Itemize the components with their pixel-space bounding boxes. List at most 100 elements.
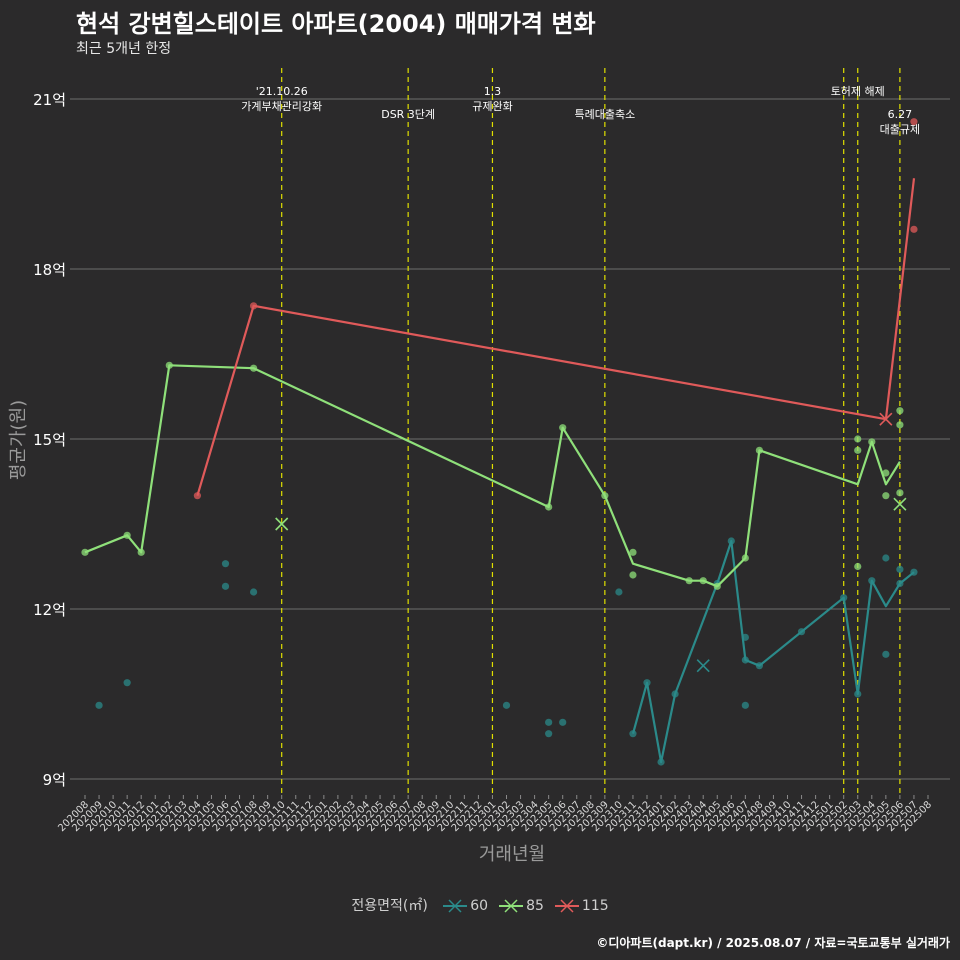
data-point-60 xyxy=(643,679,651,687)
series-layer xyxy=(81,118,918,766)
data-point-60 xyxy=(657,758,665,766)
y-tick-label: 15억 xyxy=(33,431,66,449)
event-label-line: 6.27 xyxy=(888,108,913,121)
data-point-60 xyxy=(221,560,230,568)
cross-marker-85 xyxy=(275,517,289,531)
series-line-115 xyxy=(196,178,916,497)
series-115 xyxy=(193,118,918,500)
legend-title: 전용면적(㎡) xyxy=(351,898,428,914)
data-point-60 xyxy=(910,568,918,576)
legend-item-60: 60 xyxy=(442,898,488,914)
data-point-115 xyxy=(910,225,918,233)
data-point-60 xyxy=(896,565,904,573)
data-point-60 xyxy=(896,579,904,588)
event-label-line: '21.10.26 xyxy=(256,85,308,98)
chart-subtitle: 최근 5개년 한정 xyxy=(76,41,172,57)
data-point-85 xyxy=(868,438,876,446)
data-point-60 xyxy=(559,718,567,726)
data-point-85 xyxy=(854,562,862,571)
event-label-line: 규제완화 xyxy=(472,100,512,113)
data-point-85 xyxy=(685,577,693,585)
data-point-85 xyxy=(699,577,707,585)
legend-key-cross xyxy=(448,899,462,913)
event-label: DSR 3단계 xyxy=(381,108,435,121)
event-label-line: 특례대출축소 xyxy=(574,108,635,121)
data-point-60 xyxy=(250,588,258,596)
data-point-60 xyxy=(741,633,749,641)
data-point-115 xyxy=(250,302,258,310)
series-85 xyxy=(81,361,907,590)
data-point-60 xyxy=(615,588,623,596)
event-label-line: DSR 3단계 xyxy=(381,108,435,121)
event-label-line: 대출규제 xyxy=(880,123,920,136)
data-point-85 xyxy=(896,421,904,429)
data-point-85 xyxy=(882,492,890,500)
data-point-60 xyxy=(545,730,553,738)
data-point-85 xyxy=(137,548,145,556)
data-point-60 xyxy=(502,701,511,709)
y-tick-label: 12억 xyxy=(33,601,66,619)
data-point-60 xyxy=(671,690,679,698)
data-point-85 xyxy=(81,548,89,556)
chart-caption: ©디아파트(dapt.kr) / 2025.08.07 / 자료=국토교통부 실… xyxy=(596,936,950,950)
data-point-60 xyxy=(797,628,806,636)
data-point-60 xyxy=(545,718,553,726)
data-point-85 xyxy=(545,503,553,511)
series-line-85 xyxy=(84,364,901,588)
event-label: 특례대출축소 xyxy=(574,108,635,121)
y-tick-label: 21억 xyxy=(33,91,66,109)
data-point-85 xyxy=(755,446,764,454)
data-point-85 xyxy=(629,571,637,579)
data-point-85 xyxy=(854,446,862,454)
data-point-60 xyxy=(221,582,230,590)
event-label: 1.3 규제완화 xyxy=(472,85,512,113)
event-label-line: 토허제 해제 xyxy=(831,84,885,98)
event-label-line: 1.3 xyxy=(484,85,502,98)
data-point-60 xyxy=(854,690,862,698)
data-point-85 xyxy=(713,582,721,590)
legend-item-85: 85 xyxy=(498,898,544,914)
series-60 xyxy=(95,537,918,766)
legend-key xyxy=(554,899,579,913)
data-point-60 xyxy=(882,554,890,562)
event-label-line: 가계부채관리강화 xyxy=(241,100,322,113)
data-point-85 xyxy=(165,361,173,369)
legend-key-cross xyxy=(504,899,518,913)
y-tick-label: 9억 xyxy=(43,771,66,789)
legend-items: 60 85 115 xyxy=(432,898,609,914)
data-point-85 xyxy=(629,548,637,556)
data-point-60 xyxy=(727,537,735,545)
data-point-60 xyxy=(123,679,131,687)
legend-label: 85 xyxy=(526,898,544,914)
data-point-60 xyxy=(840,594,848,602)
data-point-115 xyxy=(193,492,201,500)
data-point-85 xyxy=(896,489,904,497)
data-point-60 xyxy=(95,701,103,709)
cross-marker-85 xyxy=(893,497,907,511)
event-label: '21.10.26 가계부채관리강화 xyxy=(241,85,322,113)
data-point-85 xyxy=(741,554,749,562)
legend-key xyxy=(499,899,524,913)
event-label: 6.27 대출규제 xyxy=(880,108,920,136)
chart-title: 현석 강변힐스테이트 아파트(2004) 매매가격 변화 xyxy=(76,10,596,38)
event-label: 토허제 해제 xyxy=(831,84,885,98)
data-point-85 xyxy=(123,531,131,539)
data-point-60 xyxy=(882,650,890,658)
cross-marker-60 xyxy=(696,659,710,673)
data-point-60 xyxy=(755,662,764,670)
legend-key xyxy=(443,899,468,913)
data-point-85 xyxy=(896,407,904,415)
data-point-60 xyxy=(741,656,749,664)
data-point-60 xyxy=(741,701,749,709)
data-point-85 xyxy=(250,364,258,372)
legend: 전용면적(㎡) 60 85 115 xyxy=(0,895,960,915)
cross-marker-115 xyxy=(879,412,893,426)
legend-label: 60 xyxy=(470,898,489,914)
x-axis: 2020082020092020102020112020122021012021… xyxy=(56,795,934,834)
data-point-60 xyxy=(868,577,876,585)
data-point-85 xyxy=(601,492,609,500)
data-point-85 xyxy=(559,424,567,432)
y-tick-label: 18억 xyxy=(33,261,66,279)
